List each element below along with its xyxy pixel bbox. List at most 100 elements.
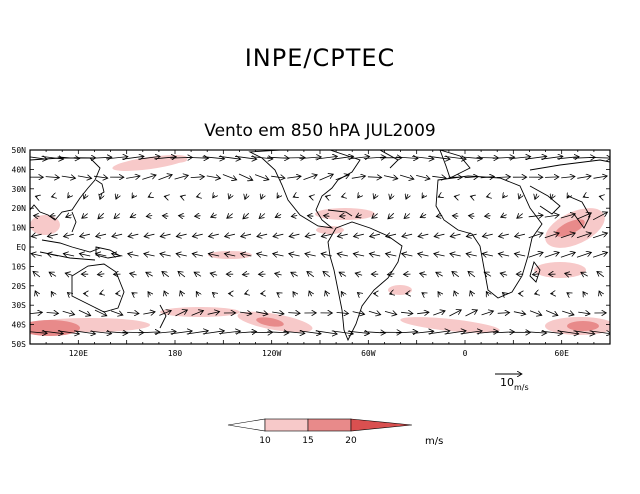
color-legend: 10 15 20 m/s xyxy=(227,418,443,447)
wind-vector xyxy=(272,312,284,314)
latitude-axis: 50N 40N 30N 20N 10N EQ 10S 20S 30S 40S 50S xyxy=(12,146,610,349)
wind-vector xyxy=(567,195,569,198)
legend-unit: m/s xyxy=(425,436,443,447)
wind-vector xyxy=(234,156,257,159)
wind-vector xyxy=(390,293,393,294)
wind-vector xyxy=(500,273,508,275)
wind-vector xyxy=(315,331,338,334)
lat-label: 30N xyxy=(12,185,27,194)
legend-label: 10 xyxy=(259,436,271,446)
wind-vector xyxy=(62,311,75,315)
wind-vector xyxy=(94,309,107,316)
wind-vector xyxy=(112,254,123,256)
wind-vector xyxy=(454,291,457,296)
wind-vector xyxy=(577,176,591,178)
wind-vector xyxy=(438,196,440,197)
wind-vector xyxy=(496,177,511,178)
wind-vector xyxy=(417,312,429,314)
wind-vector xyxy=(89,157,112,158)
lon-label: 0 xyxy=(463,349,468,358)
wind-vector xyxy=(303,175,318,180)
wind-vector xyxy=(525,332,546,333)
wind-vector xyxy=(93,176,108,178)
lon-label: 180 xyxy=(168,349,183,358)
wind-vector xyxy=(106,332,127,334)
wind-vector xyxy=(452,272,460,278)
wind-vector xyxy=(277,195,279,198)
wind-vector xyxy=(342,196,344,197)
wind-vector xyxy=(599,196,601,197)
wind-vector xyxy=(61,176,76,178)
wind-vector xyxy=(466,234,477,236)
wind-vector xyxy=(498,254,510,256)
wind-vector xyxy=(321,254,332,256)
wind-vector xyxy=(499,234,509,236)
legend-swatch-15-20 xyxy=(307,418,352,432)
wind-vector xyxy=(30,331,48,333)
wind-vector xyxy=(30,312,43,313)
wind-vector-field xyxy=(30,156,610,334)
wind-vector xyxy=(206,176,221,179)
wind-vector xyxy=(341,292,344,296)
wind-vector xyxy=(175,310,188,317)
wind-vector xyxy=(433,311,445,316)
wind-vector xyxy=(96,254,107,256)
wind-vector xyxy=(390,193,392,200)
wind-vector xyxy=(325,291,328,297)
wind-vector xyxy=(449,310,461,317)
wind-vector xyxy=(57,157,80,159)
wind-vector xyxy=(357,293,360,295)
wind-vector xyxy=(395,157,418,159)
wind-vector xyxy=(146,272,153,276)
wind-vector xyxy=(51,292,54,296)
wind-vector xyxy=(416,175,430,179)
wind-vector xyxy=(191,311,204,316)
wind-vector xyxy=(224,254,236,256)
reference-vector: 10 m/s xyxy=(495,374,529,392)
wind-vector xyxy=(325,196,327,197)
wind-vector xyxy=(480,177,495,178)
wind-vector xyxy=(235,332,256,334)
wind-vector xyxy=(336,312,349,313)
wind-vector xyxy=(293,292,296,296)
wind-vector xyxy=(78,309,91,315)
wind-vector xyxy=(126,176,140,178)
wind-vector xyxy=(97,274,105,275)
wind-vector xyxy=(148,196,150,197)
wind-vector xyxy=(367,177,382,178)
wind-vector xyxy=(386,254,397,256)
wind-vector xyxy=(212,293,215,295)
wind-vector xyxy=(186,157,209,158)
wind-vector xyxy=(337,234,348,236)
wind-vector xyxy=(339,272,347,276)
wind-vector xyxy=(179,216,185,217)
wind-vector xyxy=(160,234,171,236)
wind-vector xyxy=(47,234,58,236)
wind-vector xyxy=(207,312,220,315)
wind-vector xyxy=(186,331,209,334)
wind-vector xyxy=(289,254,300,256)
wind-vector xyxy=(293,196,295,197)
wind-vector xyxy=(482,234,493,236)
wind-vector xyxy=(218,156,241,159)
wind-vector xyxy=(593,176,608,178)
wind-vector xyxy=(541,156,563,159)
lat-label: 50N xyxy=(12,146,27,155)
lat-label: 40S xyxy=(12,321,27,330)
wind-vector xyxy=(267,332,288,333)
wind-vector xyxy=(128,254,139,256)
wind-vector xyxy=(180,196,182,197)
wind-vector xyxy=(428,331,450,334)
wind-vector xyxy=(245,293,248,294)
wind-vector xyxy=(291,272,298,276)
wind-vector xyxy=(450,234,461,236)
wind-vector xyxy=(422,293,425,295)
wind-vector xyxy=(541,331,562,333)
lat-label: 20N xyxy=(12,204,27,213)
wind-vector xyxy=(288,313,300,314)
wind-vector xyxy=(106,157,128,159)
wind-vector xyxy=(47,254,58,256)
wind-vector xyxy=(63,254,75,256)
wind-vector xyxy=(492,157,515,158)
